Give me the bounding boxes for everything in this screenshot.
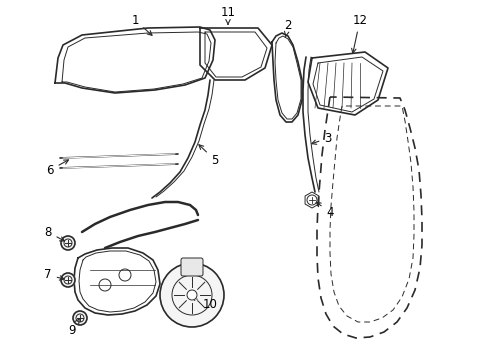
Text: 5: 5: [199, 145, 218, 166]
Text: 8: 8: [44, 225, 64, 241]
Circle shape: [61, 236, 75, 250]
Text: 10: 10: [191, 297, 217, 311]
Text: 1: 1: [131, 14, 152, 35]
Text: 6: 6: [46, 160, 68, 176]
Circle shape: [73, 311, 87, 325]
Circle shape: [160, 263, 224, 327]
Text: 7: 7: [44, 269, 64, 282]
Text: 4: 4: [316, 202, 333, 219]
Text: 3: 3: [311, 131, 331, 144]
Text: 12: 12: [351, 14, 367, 53]
Text: 2: 2: [284, 18, 291, 37]
FancyBboxPatch shape: [181, 258, 203, 276]
Circle shape: [186, 290, 197, 300]
Text: 11: 11: [220, 5, 235, 24]
Text: 9: 9: [68, 318, 80, 337]
Circle shape: [61, 273, 75, 287]
